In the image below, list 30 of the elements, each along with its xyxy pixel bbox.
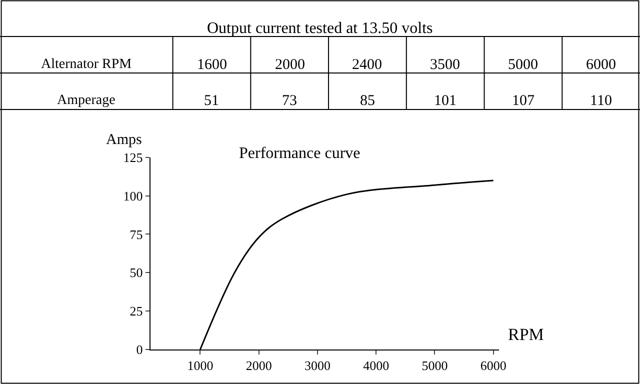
x-tick-label: 1000 — [187, 358, 214, 374]
x-tick-label: 6000 — [480, 358, 506, 374]
text: Output current tested at 13.50 volts — [207, 20, 433, 37]
x-tick-label: 3000 — [304, 358, 330, 374]
category-label: 1600 — [197, 57, 227, 73]
y-tick-label: 0 — [136, 342, 143, 357]
y-axis-title: Amps — [106, 132, 142, 148]
chart-subtitle: Performance curve — [239, 145, 360, 162]
x-axis-title: RPM — [508, 325, 544, 344]
text: Amperage — [57, 93, 116, 108]
y-tick-label: 25 — [130, 304, 143, 319]
data-label: 73 — [282, 93, 297, 109]
x-tick-label: 2000 — [246, 358, 272, 374]
data-label: 101 — [434, 93, 456, 109]
text: Alternator RPM — [41, 57, 132, 72]
x-tick-label: 4000 — [363, 358, 390, 374]
x-tick-label: 5000 — [422, 358, 448, 374]
category-label: 5000 — [508, 57, 538, 73]
category-label: 2400 — [352, 57, 382, 73]
data-label: 110 — [590, 93, 612, 109]
data-label: 85 — [360, 93, 375, 109]
category-label: 2000 — [275, 57, 305, 73]
y-tick-label: 50 — [130, 265, 143, 280]
y-tick-label: 125 — [123, 150, 143, 165]
y-tick-label: 100 — [123, 188, 143, 204]
category-label: 6000 — [586, 57, 616, 73]
y-tick-label: 75 — [130, 226, 143, 242]
data-label: 107 — [512, 93, 535, 109]
category-label: 3500 — [430, 57, 460, 73]
data-label: 51 — [204, 93, 219, 109]
